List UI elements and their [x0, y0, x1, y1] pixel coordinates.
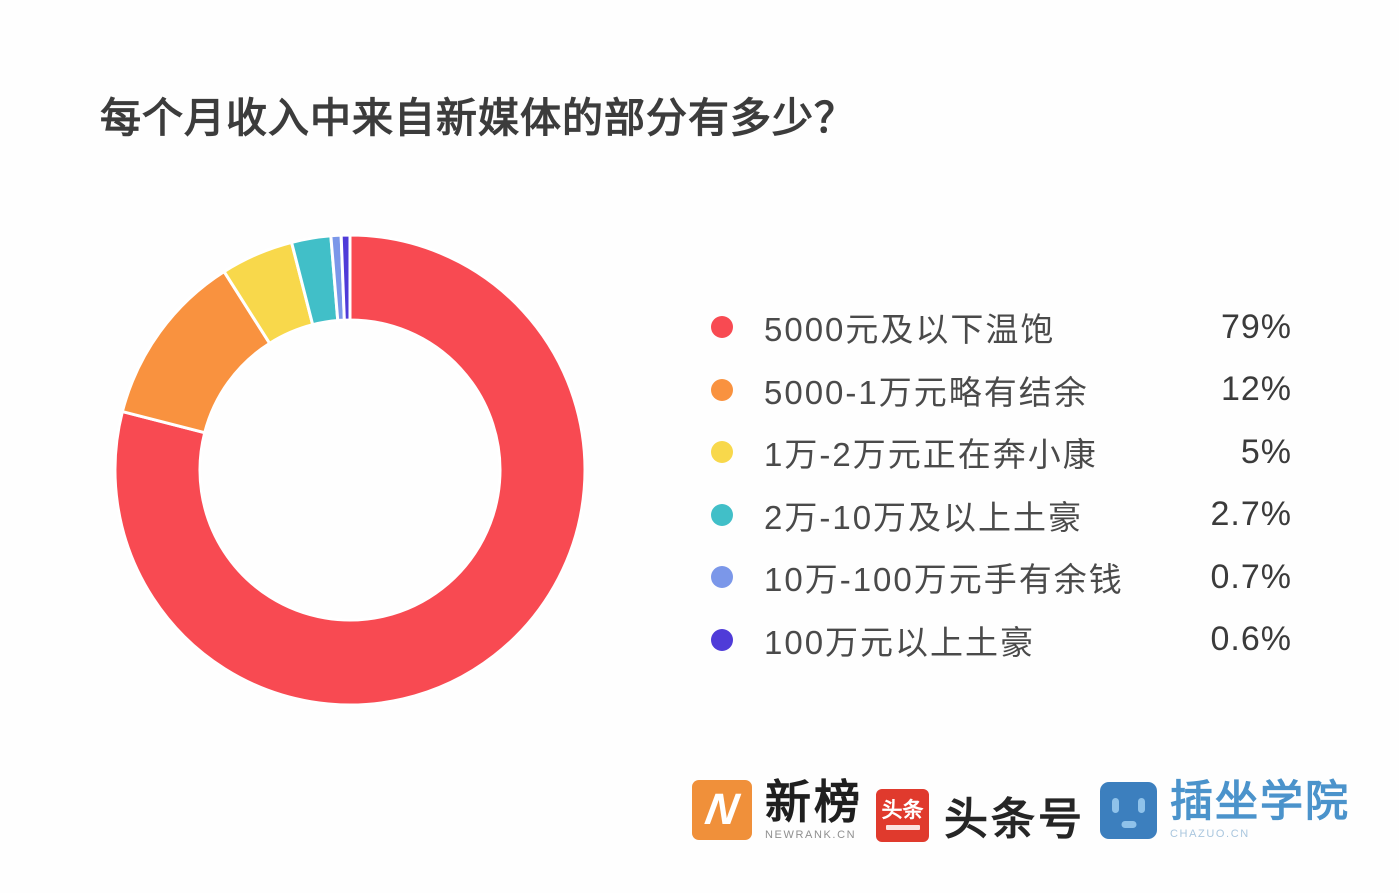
legend-value: 12%	[1220, 370, 1292, 409]
chazuo-name: 插坐学院	[1170, 778, 1350, 826]
toutiao-name: 头条号	[944, 795, 1085, 844]
legend-value: 5%	[1240, 432, 1292, 471]
footer-logos: N 新榜 NEWRANK.CN 头条 头条号 插坐学院 CHAZUO.CN	[0, 779, 1399, 859]
newrank-letter: N	[701, 784, 743, 834]
legend-dot	[711, 378, 733, 401]
legend-dot	[711, 316, 733, 339]
legend-label: 100万元以上土豪	[764, 623, 1036, 661]
robot-eye-left	[1112, 797, 1119, 813]
chazuo-logo: 插坐学院 CHAZUO.CN	[1100, 778, 1350, 840]
chart-legend: 5000元及以下温饱 79% 5000-1万元略有结余 12% 1万-2万元正在…	[700, 296, 1292, 671]
donut-chart	[113, 233, 587, 707]
legend-dot	[711, 441, 733, 464]
legend-item: 100万元以上土豪 0.6%	[700, 609, 1292, 672]
legend-value: 2.7%	[1210, 495, 1292, 534]
page-title: 每个月收入中来自新媒体的部分有多少？	[100, 95, 856, 141]
legend-label: 1万-2万元正在奔小康	[764, 436, 1098, 474]
newrank-subtext: NEWRANK.CN	[765, 828, 857, 841]
donut-slice-5	[339, 233, 352, 322]
legend-label: 10万-100万元手有余钱	[764, 561, 1124, 599]
robot-face-icon	[1100, 781, 1157, 839]
toutiao-badge-bar	[885, 825, 920, 830]
robot-mouth	[1121, 820, 1136, 828]
toutiao-badge-icon: 头条	[876, 788, 929, 842]
robot-eye-right	[1138, 797, 1145, 813]
toutiao-badge-text: 头条	[881, 799, 924, 822]
legend-item: 10万-100万元手有余钱 0.7%	[700, 546, 1292, 609]
legend-value: 79%	[1220, 307, 1292, 346]
newrank-n-icon: N	[692, 779, 752, 840]
toutiao-logo: 头条 头条号	[876, 783, 1085, 847]
chazuo-subtext: CHAZUO.CN	[1170, 827, 1250, 840]
legend-item: 5000-1万元略有结余 12%	[700, 359, 1292, 422]
legend-value: 0.7%	[1210, 557, 1292, 596]
legend-label: 5000-1万元略有结余	[764, 373, 1089, 411]
legend-label: 2万-10万及以上土豪	[764, 498, 1084, 536]
legend-item: 5000元及以下温饱 79%	[700, 296, 1292, 359]
legend-label: 5000元及以下温饱	[764, 311, 1056, 349]
legend-item: 2万-10万及以上土豪 2.7%	[700, 484, 1292, 547]
legend-value: 0.6%	[1210, 620, 1292, 659]
newrank-logo: N 新榜 NEWRANK.CN	[692, 779, 863, 841]
newrank-name: 新榜	[765, 776, 863, 828]
legend-dot	[711, 566, 733, 589]
legend-item: 1万-2万元正在奔小康 5%	[700, 421, 1292, 484]
donut-slice-0	[113, 233, 587, 707]
legend-dot	[711, 628, 733, 651]
legend-dot	[711, 503, 733, 526]
